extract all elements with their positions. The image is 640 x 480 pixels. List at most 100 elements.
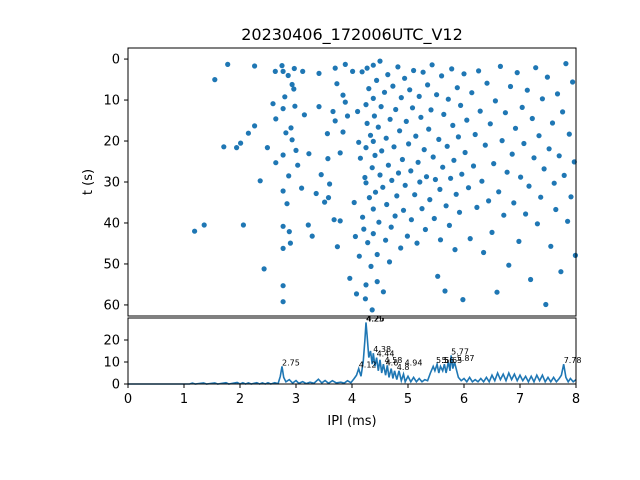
scatter-point bbox=[459, 171, 465, 177]
scatter-point bbox=[280, 106, 286, 112]
scatter-point bbox=[476, 68, 482, 74]
scatter-point bbox=[361, 226, 367, 232]
scatter-point bbox=[331, 217, 337, 223]
scatter-point bbox=[406, 141, 412, 147]
scatter-point bbox=[280, 188, 286, 194]
scatter-point bbox=[504, 169, 510, 175]
x-tick-label: 0 bbox=[124, 392, 132, 407]
scatter-point bbox=[288, 125, 294, 131]
peak-label: 4.12 bbox=[359, 361, 377, 370]
scatter-point bbox=[225, 61, 231, 67]
scatter-point bbox=[526, 183, 532, 189]
scatter-point bbox=[273, 160, 279, 166]
scatter-point bbox=[398, 245, 404, 251]
scatter-point bbox=[356, 139, 362, 145]
scatter-point bbox=[411, 67, 417, 74]
scatter-point bbox=[221, 144, 227, 150]
scatter-point bbox=[430, 154, 436, 160]
scatter-panel: 0 10 20 30 40 50 60 t (s) bbox=[81, 47, 579, 317]
scatter-point bbox=[284, 201, 290, 207]
line-y-ticks: 0 10 20 bbox=[103, 334, 128, 393]
scatter-point bbox=[474, 204, 480, 210]
scatter-point bbox=[416, 93, 422, 99]
scatter-point bbox=[448, 175, 454, 181]
scatter-point bbox=[417, 179, 423, 185]
scatter-point bbox=[477, 108, 483, 114]
scatter-point bbox=[325, 156, 331, 162]
scatter-point bbox=[481, 249, 487, 256]
scatter-point bbox=[285, 72, 291, 79]
scatter-point bbox=[234, 145, 240, 151]
scatter-point bbox=[441, 111, 447, 117]
scatter-point bbox=[395, 170, 402, 176]
peak-label: 2.75 bbox=[282, 358, 300, 367]
scatter-point bbox=[426, 126, 432, 132]
scatter-point bbox=[444, 143, 450, 149]
scatter-point bbox=[506, 262, 512, 268]
scatter-point bbox=[325, 195, 332, 201]
scatter-point bbox=[484, 80, 490, 86]
scatter-point bbox=[370, 62, 376, 68]
scatter-point bbox=[563, 61, 569, 67]
scatter-point bbox=[434, 92, 440, 98]
scatter-point bbox=[363, 145, 369, 151]
scatter-point bbox=[451, 157, 457, 163]
scatter-point bbox=[280, 223, 286, 229]
scatter-point bbox=[340, 129, 346, 135]
scatter-point bbox=[389, 177, 395, 183]
scatter-point bbox=[301, 112, 307, 118]
peak-label: 5.87 bbox=[457, 354, 475, 363]
scatter-point bbox=[422, 226, 428, 233]
scatter-point bbox=[456, 209, 463, 215]
scatter-point bbox=[291, 86, 297, 92]
scatter-point bbox=[370, 138, 376, 144]
scatter-point bbox=[295, 162, 301, 168]
scatter-point bbox=[245, 130, 251, 136]
scatter-point bbox=[539, 96, 546, 102]
scatter-point bbox=[399, 156, 405, 163]
scatter-point bbox=[429, 62, 435, 68]
peak-label: 7.78 bbox=[564, 356, 582, 365]
x-tick-label: 7 bbox=[516, 392, 524, 407]
scatter-point bbox=[212, 77, 218, 83]
scatter-point bbox=[404, 233, 410, 239]
scatter-point bbox=[393, 106, 399, 113]
scatter-point bbox=[421, 147, 427, 153]
scatter-point bbox=[280, 68, 286, 74]
scatter-point bbox=[355, 108, 361, 115]
scatter-point bbox=[558, 269, 564, 275]
scatter-point bbox=[363, 282, 369, 288]
scatter-point bbox=[273, 116, 279, 122]
scatter-point bbox=[452, 247, 458, 253]
peak-label: 4.38 bbox=[373, 345, 391, 354]
line-annotations: 2.75 4.12 4.254.26 4.384.444.584.64.84.94 5.… bbox=[282, 314, 582, 371]
scatter-point bbox=[541, 166, 547, 172]
scatter-point bbox=[384, 201, 390, 208]
scatter-point bbox=[570, 79, 576, 85]
scatter-point bbox=[337, 218, 343, 224]
scatter-point bbox=[309, 233, 315, 239]
scatter-point bbox=[418, 114, 424, 120]
scatter-point bbox=[523, 211, 529, 217]
scatter-point bbox=[289, 81, 295, 88]
scatter-point bbox=[489, 229, 495, 235]
scatter-point bbox=[482, 142, 488, 148]
scatter-point bbox=[324, 131, 330, 137]
scatter-point bbox=[534, 221, 541, 227]
scatter-point bbox=[372, 152, 378, 158]
scatter-point bbox=[364, 120, 370, 126]
x-tick-label: 3 bbox=[292, 392, 300, 407]
scatter-point bbox=[464, 117, 470, 123]
scatter-point bbox=[292, 103, 298, 109]
scatter-point bbox=[507, 83, 514, 90]
scatter-point bbox=[286, 173, 292, 179]
scatter-point bbox=[363, 180, 369, 186]
scatter-point bbox=[455, 134, 461, 140]
scatter-point bbox=[566, 131, 572, 137]
x-tick-label: 4 bbox=[348, 392, 356, 407]
scatter-point bbox=[342, 99, 348, 105]
scatter-point bbox=[391, 144, 397, 150]
scatter-point bbox=[370, 206, 376, 212]
scatter-point bbox=[283, 130, 289, 136]
scatter-point bbox=[366, 86, 372, 92]
